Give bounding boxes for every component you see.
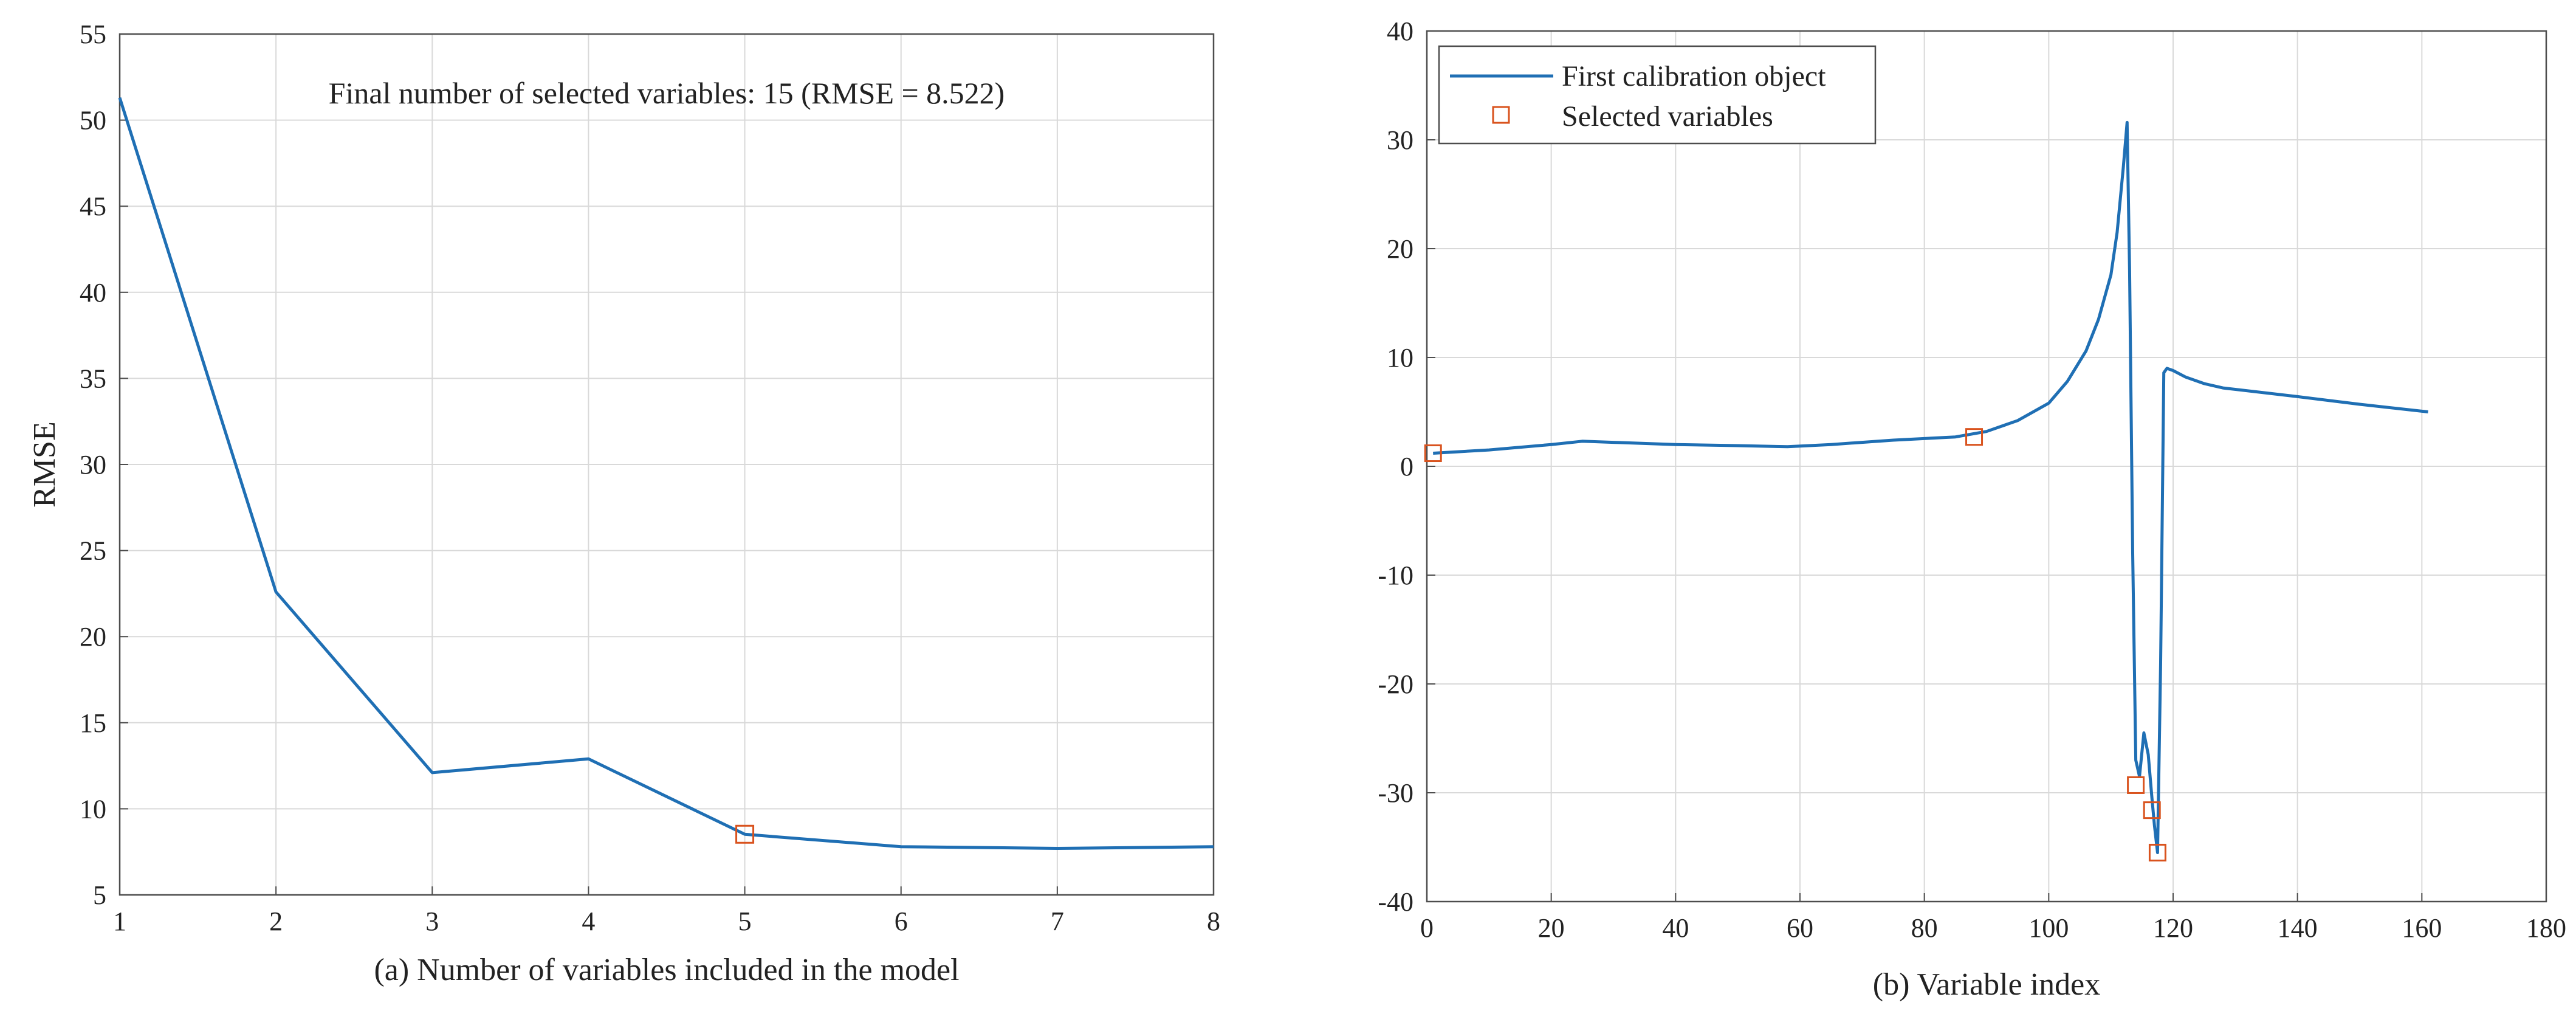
a-y-tick-label: 45 <box>80 192 106 221</box>
chart-a-annotation: Final number of selected variables: 15 (… <box>329 76 1005 110</box>
chart-a-x-axis-label: (a) Number of variables included in the … <box>374 953 959 987</box>
a-y-tick-label: 20 <box>80 622 106 652</box>
a-x-tick-label: 7 <box>1051 906 1064 936</box>
chart-b-grid <box>1426 30 2547 902</box>
b-y-tick-label: -40 <box>1378 887 1413 917</box>
a-y-tick-label: 35 <box>80 364 106 393</box>
chart-b-legend: First calibration object Selected variab… <box>1438 45 1877 145</box>
b-y-tick-label: 0 <box>1400 452 1413 481</box>
b-x-tick-label: 180 <box>2526 913 2566 943</box>
chart-a-rmse-line <box>118 97 1214 850</box>
b-x-tick-label: 100 <box>2028 913 2069 943</box>
a-x-tick-label: 3 <box>425 906 439 936</box>
b-x-tick-label: 140 <box>2278 913 2318 943</box>
b-y-tick-label: -10 <box>1378 561 1413 590</box>
legend-label-selected: Selected variables <box>1562 100 1773 133</box>
b-x-tick-label: 60 <box>1787 913 1813 943</box>
a-x-tick-label: 2 <box>269 906 283 936</box>
b-y-tick-label: 20 <box>1387 234 1413 264</box>
b-y-tick-label: 10 <box>1387 343 1413 373</box>
a-y-tick-label: 55 <box>80 19 106 49</box>
chart-a-plot-frame <box>118 33 1215 896</box>
chart-b-selected-variable-marker <box>2127 776 2145 794</box>
a-y-tick-label: 30 <box>80 450 106 480</box>
a-x-tick-label: 5 <box>738 906 752 936</box>
chart-a-grid <box>119 33 1214 896</box>
b-x-tick-label: 40 <box>1662 913 1689 943</box>
chart-a-data-points <box>735 824 755 844</box>
chart-b-tick-labels: 0 20 40 60 80 100 120 140 160 180 -40 -30 -20 -10 0 10 2… <box>1378 16 2566 943</box>
a-y-tick-label: 10 <box>80 794 106 824</box>
a-y-tick-label: 25 <box>80 536 106 566</box>
chart-a-selected-marker <box>735 824 755 844</box>
chart-b-selected-variable-marker <box>2148 843 2166 861</box>
chart-b-selected-variable-marker <box>1965 428 1984 446</box>
a-y-tick-label: 5 <box>93 880 106 910</box>
b-y-tick-label: -20 <box>1378 669 1413 699</box>
b-x-tick-label: 120 <box>2153 913 2193 943</box>
b-x-tick-label: 80 <box>1911 913 1938 943</box>
b-x-tick-label: 20 <box>1538 913 1565 943</box>
legend-marker-swatch <box>1492 106 1510 124</box>
chart-b-x-axis-label: (b) Variable index <box>1873 967 2100 1002</box>
a-y-tick-label: 15 <box>80 708 106 738</box>
chart-b-selected-variable-marker <box>2143 801 2161 820</box>
b-x-tick-label: 160 <box>2402 913 2442 943</box>
a-y-tick-label: 50 <box>80 106 106 136</box>
b-x-tick-label: 0 <box>1420 913 1434 943</box>
b-y-tick-label: 40 <box>1387 16 1413 46</box>
chart-b-calibration-line <box>1433 120 2428 854</box>
a-y-tick-label: 40 <box>80 278 106 308</box>
b-y-tick-label: -30 <box>1378 778 1413 808</box>
b-y-tick-label: 30 <box>1387 125 1413 155</box>
chart-b-plot-frame <box>1426 30 2547 903</box>
chart-b-selected-markers <box>1424 428 2166 861</box>
legend-box <box>1438 45 1877 145</box>
a-x-tick-label: 8 <box>1207 906 1220 936</box>
legend-label-series: First calibration object <box>1562 60 1826 92</box>
a-x-tick-label: 6 <box>895 906 908 936</box>
a-x-tick-label: 4 <box>582 906 595 936</box>
chart-a-y-axis-label: RMSE <box>27 421 62 508</box>
chart-b: 0 20 40 60 80 100 120 140 160 180 -40 -30 -20 -10 0 10 2… <box>1378 16 2566 1002</box>
a-x-tick-label: 1 <box>113 906 126 936</box>
chart-b-selected-variable-marker <box>1424 444 1442 463</box>
